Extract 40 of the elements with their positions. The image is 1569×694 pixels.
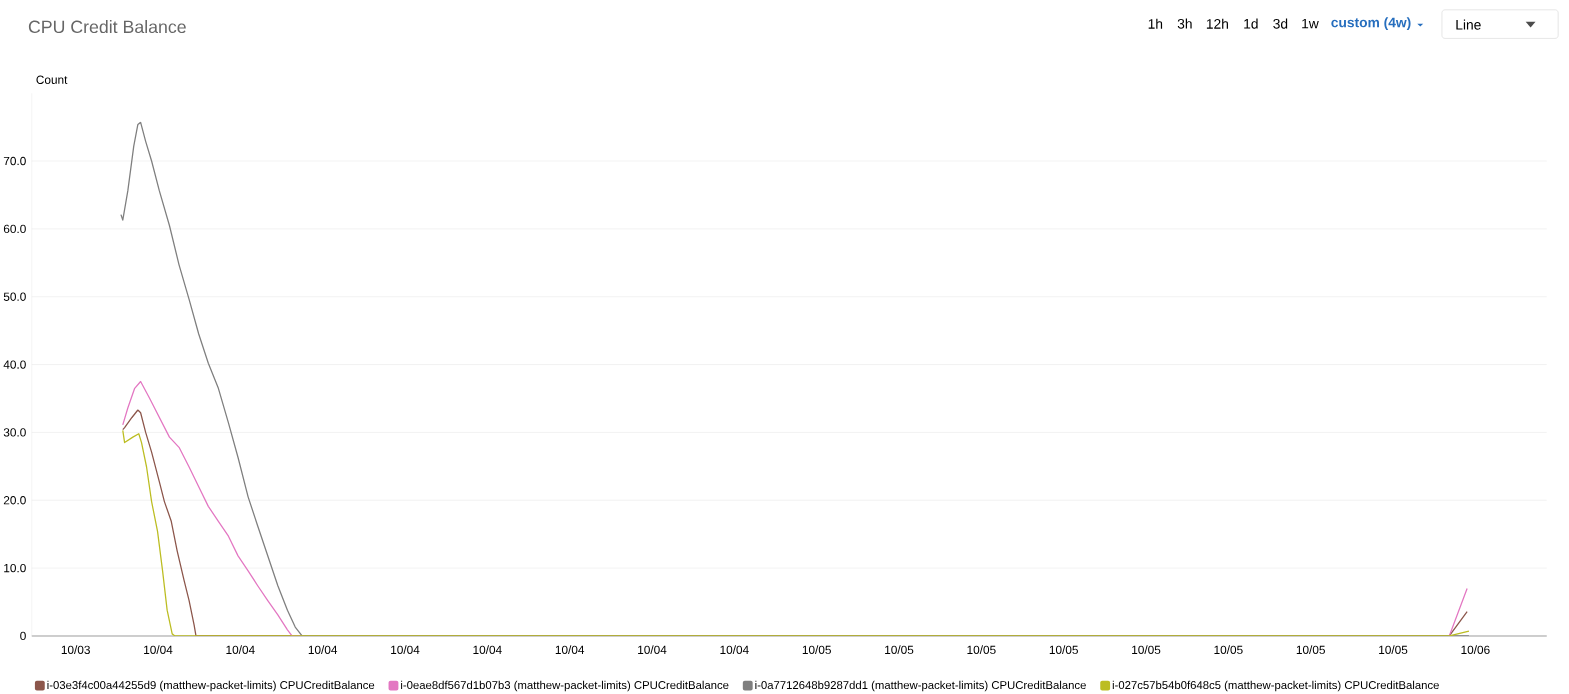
legend-label: i-0eae8df567d1b07b3 (matthew-packet-limits) CPUCreditBalance xyxy=(401,680,729,692)
x-tick-label: 10/05 xyxy=(1132,645,1161,654)
x-tick-label: 10/04 xyxy=(638,645,667,654)
y-tick-label: 50.0 xyxy=(3,292,26,301)
text: custom (4w) xyxy=(1331,17,1411,30)
text: Line xyxy=(1456,19,1481,30)
y-tick-label: 0 xyxy=(20,631,26,640)
x-tick-label: 10/04 xyxy=(144,645,173,654)
text: 1h xyxy=(1148,18,1163,29)
x-tick-label: 10/04 xyxy=(720,645,749,654)
text: 3h xyxy=(1177,18,1192,29)
y-axis-title: Count xyxy=(36,75,68,84)
x-tick-label: 10/06 xyxy=(1461,645,1490,654)
x-tick-label: 10/04 xyxy=(555,645,585,654)
text: 12h xyxy=(1206,18,1228,29)
y-tick-label: 60.0 xyxy=(3,224,26,233)
x-tick-label: 10/05 xyxy=(1214,645,1243,654)
text: 1d xyxy=(1244,18,1258,29)
y-tick-label: 30.0 xyxy=(3,428,26,437)
legend-label: i-03e3f4c00a44255d9 (matthew-packet-limits) CPUCreditBalance xyxy=(47,680,375,692)
x-tick-label: 10/05 xyxy=(1049,645,1078,654)
text: 3d xyxy=(1273,18,1288,29)
y-tick-label: 20.0 xyxy=(3,495,26,505)
x-tick-label: 10/05 xyxy=(967,645,996,654)
text: 1w xyxy=(1302,18,1319,29)
x-tick-label: 10/04 xyxy=(473,645,502,654)
legend-label: i-0a7712648b9287dd1 (matthew-packet-limits) CPUCreditBalance xyxy=(755,680,1086,692)
x-tick-label: 10/03 xyxy=(61,645,90,654)
x-tick-label: 10/05 xyxy=(802,645,831,654)
legend-label: i-027c57b54b0f648c5 (matthew-packet-limits) CPUCreditBalance xyxy=(1112,680,1439,692)
x-tick-label: 10/04 xyxy=(391,645,420,654)
y-tick-label: 10.0 xyxy=(4,563,26,573)
chart-title: CPU Credit Balance xyxy=(28,19,186,33)
x-tick-label: 10/05 xyxy=(1379,645,1408,654)
x-tick-label: 10/05 xyxy=(885,645,914,654)
x-tick-label: 10/04 xyxy=(226,645,255,654)
x-tick-label: 10/04 xyxy=(308,645,338,654)
y-tick-label: 70.0 xyxy=(3,156,26,166)
y-tick-label: 40.0 xyxy=(3,360,26,369)
x-tick-label: 10/05 xyxy=(1296,645,1325,654)
